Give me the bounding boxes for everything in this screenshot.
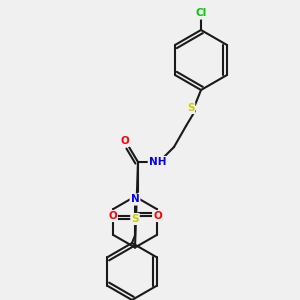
- Text: S: S: [187, 103, 194, 113]
- Text: Cl: Cl: [195, 8, 207, 19]
- Text: N: N: [130, 194, 140, 205]
- Text: O: O: [120, 136, 129, 146]
- Text: O: O: [108, 211, 117, 221]
- Text: NH: NH: [149, 157, 166, 167]
- Text: O: O: [153, 211, 162, 221]
- Text: S: S: [131, 214, 139, 224]
